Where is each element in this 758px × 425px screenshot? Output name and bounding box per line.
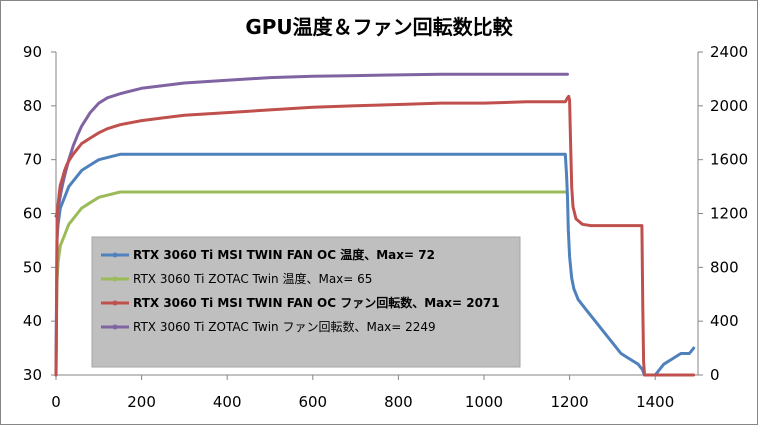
- legend-marker: [112, 324, 118, 330]
- y-tick-label-right: 1600: [710, 151, 748, 169]
- legend-label: RTX 3060 Ti MSI TWIN FAN OC 温度、Max= 72: [133, 247, 435, 262]
- y-tick-label-right: 2000: [710, 97, 748, 115]
- series-line-4: [54, 72, 569, 218]
- y-tick-label-right: 2400: [710, 43, 748, 61]
- y-tick-label-left: 30: [23, 366, 42, 384]
- y-tick-label-left: 40: [23, 312, 42, 330]
- y-tick-label-left: 80: [23, 97, 42, 115]
- legend-label: RTX 3060 Ti ZOTAC Twin 温度、Max= 65: [133, 271, 372, 286]
- x-tick-label: 1400: [636, 393, 674, 411]
- legend-marker: [112, 276, 118, 282]
- x-tick-label: 200: [127, 393, 156, 411]
- y-tick-label-left: 90: [23, 43, 42, 61]
- x-tick-label: 600: [298, 393, 327, 411]
- x-tick-label: 1000: [465, 393, 503, 411]
- x-tick-label: 800: [384, 393, 413, 411]
- series-line-3: [54, 94, 696, 377]
- y-tick-label-right: 400: [710, 312, 739, 330]
- y-tick-label-left: 70: [23, 151, 42, 169]
- legend-marker: [112, 252, 118, 258]
- legend-label: RTX 3060 Ti MSI TWIN FAN OC ファン回転数、Max= …: [133, 295, 500, 310]
- legend-marker: [112, 300, 118, 306]
- series-lines: [54, 72, 696, 377]
- x-tick-label: 1200: [551, 393, 589, 411]
- chart-title: GPU温度＆ファン回転数比較: [245, 15, 513, 39]
- x-tick-label: 400: [213, 393, 242, 411]
- legend-label: RTX 3060 Ti ZOTAC Twin ファン回転数、Max= 2249: [133, 319, 436, 334]
- y-tick-label-left: 60: [23, 205, 42, 223]
- x-tick-label: 0: [51, 393, 61, 411]
- legend-box: [91, 236, 521, 368]
- axes: [51, 51, 703, 380]
- y-tick-label-right: 0: [710, 366, 720, 384]
- y-tick-label-left: 50: [23, 258, 42, 276]
- legend: RTX 3060 Ti MSI TWIN FAN OC 温度、Max= 72 RT…: [91, 236, 521, 368]
- y-tick-label-right: 800: [710, 258, 739, 276]
- y-tick-label-right: 1200: [710, 205, 748, 223]
- series-line-2: [54, 190, 567, 377]
- tick-labels: 0 200 400 600 800 1000 1200 1400 30 40 50 60 70 80 90 0…: [23, 43, 748, 411]
